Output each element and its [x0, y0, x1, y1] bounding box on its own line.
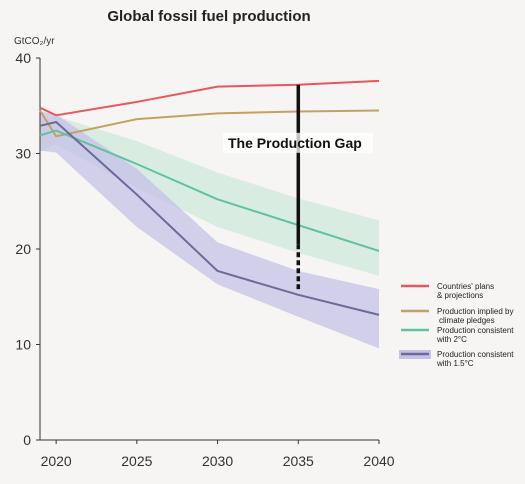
x-tick-label: 2035	[283, 453, 314, 469]
chart-title: Global fossil fuel production	[107, 8, 310, 25]
line-production-consistent-with-1-5c	[39, 120, 380, 316]
legend-label: Countries' plans	[437, 282, 494, 291]
line-countries-plans-projections	[39, 79, 380, 117]
legend-label: Production consistent	[437, 350, 514, 359]
legend-label: Production consistent	[437, 326, 514, 335]
legend-label: climate pledges	[439, 316, 495, 325]
y-axis-unit-label: GtCO₂/yr	[14, 36, 55, 47]
legend-label: with 2°C	[436, 335, 467, 344]
legend-label: with 1.5°C	[436, 359, 474, 368]
x-tick-label: 2020	[41, 453, 72, 469]
legend-label: Production implied by	[437, 307, 513, 316]
gap-label-backdrop	[223, 132, 373, 153]
y-tick-label: 20	[15, 241, 31, 257]
y-tick-label: 40	[15, 50, 31, 66]
line-production-consistent-with-2c	[39, 129, 380, 252]
legend-label: & projections	[437, 291, 483, 300]
series-lines	[39, 79, 380, 316]
y-tick-label: 10	[15, 337, 31, 353]
legend: Countries' plans& projections Production …	[399, 282, 514, 368]
legend-item-countries-plans-projections: Countries' plans& projections	[401, 282, 494, 300]
gap-label: The Production Gap	[228, 135, 362, 151]
band-production-consistent-with-1-5c	[40, 111, 379, 349]
x-tick-label: 2030	[202, 453, 233, 469]
y-tick-label: 30	[15, 146, 31, 162]
production-gap-annotation: The Production Gap	[223, 84, 373, 290]
x-tick-label: 2025	[121, 453, 152, 469]
x-tick-label: 2040	[363, 453, 394, 469]
y-tick-label: 0	[23, 432, 31, 448]
